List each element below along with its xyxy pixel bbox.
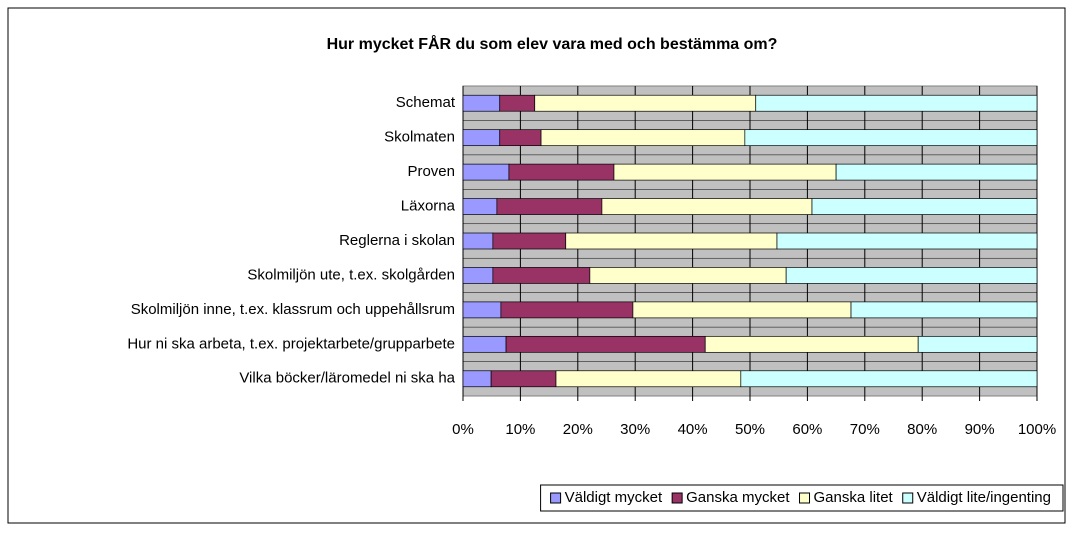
x-tick-label: 0% [452,421,474,438]
bar [740,370,1038,388]
y-tick-label: Skolmaten [384,129,455,146]
bar [508,163,615,181]
bar [462,198,498,215]
y-tick-label: Skolmiljön inne, t.ex. klassrum och uppe… [131,301,455,318]
x-tick-label: 90% [965,421,995,438]
bar [811,198,1038,215]
legend-label: Ganska mycket [686,489,790,506]
bar [499,129,542,147]
x-tick-label: 100% [1018,421,1056,438]
chart-title: Hur mycket FÅR du som elev vara med och … [327,34,778,53]
y-tick-label: Skolmiljön ute, t.ex. skolgården [247,266,455,283]
bar [462,94,501,112]
legend-swatch [902,492,914,504]
x-tick-label: 60% [792,421,822,438]
y-tick-label: Hur ni ska arbeta, t.ex. projektarbete/g… [127,335,455,352]
legend-swatch [550,492,562,504]
bar [540,129,746,147]
bar [601,198,813,215]
bar [850,301,1038,319]
bar [492,267,591,284]
bar [496,198,603,215]
bar [785,267,1038,284]
bar [505,335,706,353]
x-tick-label: 80% [907,421,937,438]
bar [462,129,501,147]
bar [462,335,507,353]
legend-swatch [671,492,683,504]
x-tick-label: 70% [850,421,880,438]
legend-label: Väldigt mycket [565,489,663,506]
y-tick-label: Läxorna [401,198,456,215]
bar [744,129,1038,147]
bar [835,163,1038,181]
bar [462,301,502,319]
bar [462,370,492,388]
bar [492,232,567,250]
x-tick-label: 10% [505,421,535,438]
bar [500,301,634,319]
bar [462,267,494,284]
bar [565,232,778,250]
legend-swatch [799,492,811,504]
x-tick-label: 50% [735,421,765,438]
bar [776,232,1038,250]
legend-label: Ganska litet [814,489,894,506]
bar [462,163,510,181]
bar [917,335,1038,353]
bar [755,94,1038,112]
bar [490,370,557,388]
y-tick-label: Vilka böcker/läromedel ni ska ha [239,370,455,387]
x-tick-label: 30% [620,421,650,438]
bar [704,335,919,353]
bar [613,163,837,181]
y-tick-label: Reglerna i skolan [339,232,455,249]
y-tick-label: Schemat [396,94,456,111]
x-tick-label: 40% [678,421,708,438]
bar [632,301,852,319]
y-tick-label: Proven [407,163,455,180]
bar [555,370,742,388]
bar [589,267,787,284]
bar [534,94,757,112]
bar [499,94,536,112]
bar [462,232,494,250]
x-tick-label: 20% [563,421,593,438]
legend-label: Väldigt lite/ingenting [917,489,1051,506]
